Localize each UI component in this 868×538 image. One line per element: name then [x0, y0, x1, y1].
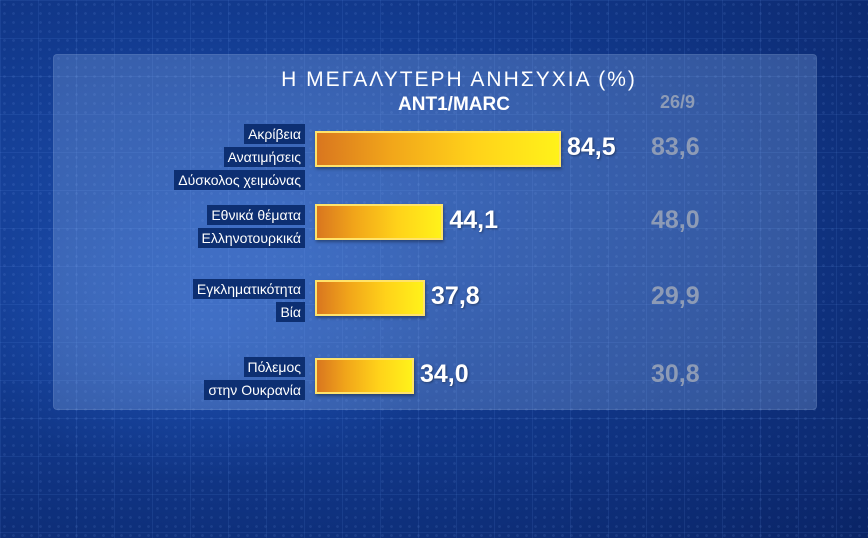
category-label: Ακρίβεια	[244, 124, 305, 144]
chart-subtitle: ANT1/MARC	[398, 94, 510, 115]
category-label: στην Ουκρανία	[204, 380, 305, 400]
value-label: 34,0	[419, 360, 469, 388]
bar	[315, 280, 426, 316]
comparison-date-label: 26/9	[660, 92, 696, 112]
bar	[315, 204, 444, 240]
category-label-group: Ακρίβεια Ανατιμήσεις Δύσκολος χειμώνας	[174, 124, 305, 190]
category-label: Ανατιμήσεις	[223, 147, 305, 167]
previous-value-label: 83,6	[651, 133, 700, 161]
previous-value-label: 29,9	[651, 282, 700, 310]
category-label: Βία	[276, 302, 305, 322]
category-label: Εθνικά θέματα	[207, 205, 305, 225]
category-label: Πόλεμος	[243, 357, 305, 377]
value-label: 37,8	[431, 282, 480, 310]
value-label: 84,5	[567, 133, 616, 161]
category-label: Δύσκολος χειμώνας	[174, 170, 305, 190]
chart-title: Η ΜΕΓΑΛΥΤΕΡΗ ΑΝΗΣΥΧΙΑ (%)	[281, 68, 637, 91]
value-label: 44,1	[449, 206, 499, 234]
bar	[315, 358, 414, 394]
previous-value-label: 30,8	[651, 360, 700, 388]
category-label-group: Πόλεμος στην Ουκρανία	[204, 357, 305, 400]
category-label: Εγκληματικότητα	[192, 279, 305, 299]
bar	[315, 131, 561, 167]
category-label-group: Εγκληματικότητα Βία	[192, 279, 305, 322]
previous-value-label: 48,0	[651, 206, 700, 234]
category-label-group: Εθνικά θέματα Ελληνοτουρκικά	[197, 205, 305, 248]
category-label: Ελληνοτουρκικά	[197, 228, 305, 248]
